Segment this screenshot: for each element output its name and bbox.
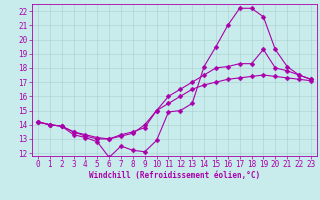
X-axis label: Windchill (Refroidissement éolien,°C): Windchill (Refroidissement éolien,°C) xyxy=(89,171,260,180)
